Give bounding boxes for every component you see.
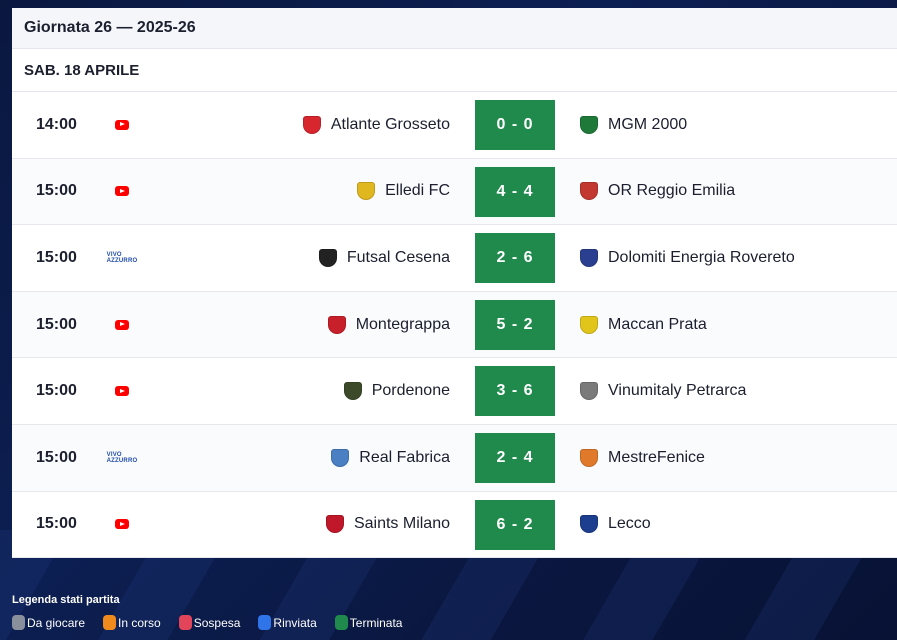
home-team[interactable]: Pordenone xyxy=(343,358,450,424)
match-time: 15:00 xyxy=(36,448,77,466)
away-team-name: Dolomiti Energia Rovereto xyxy=(608,248,795,266)
home-team-name: Futsal Cesena xyxy=(346,248,450,266)
away-team-name: Vinumitaly Petrarca xyxy=(608,382,747,400)
legend-label: In corso xyxy=(118,615,161,630)
home-team-name: Saints Milano xyxy=(353,515,450,533)
home-team-crest-icon xyxy=(327,315,346,334)
broadcast-channel xyxy=(102,292,142,358)
away-team[interactable]: MestreFenice xyxy=(580,425,705,491)
away-team-name: OR Reggio Emilia xyxy=(608,182,736,200)
match-score[interactable]: 4 - 4 xyxy=(475,166,555,217)
youtube-icon[interactable] xyxy=(115,186,129,197)
match-time: 15:00 xyxy=(36,382,77,400)
match-row[interactable]: 15:00 Montegrappa 5 - 2 Maccan Prata xyxy=(12,291,897,359)
status-color-icon xyxy=(334,615,348,630)
home-team-crest-icon xyxy=(343,382,362,401)
away-team[interactable]: Maccan Prata xyxy=(580,292,707,358)
match-score[interactable]: 6 - 2 xyxy=(475,499,555,550)
match-row[interactable]: 15:00 Pordenone 3 - 6 Vinumitaly Petrarc… xyxy=(12,358,897,425)
home-team[interactable]: Real Fabrica xyxy=(331,425,450,491)
home-team-name: Real Fabrica xyxy=(359,448,450,466)
vivo-azzurro-icon[interactable]: VIVO AZZURRO xyxy=(106,451,138,464)
status-color-icon xyxy=(12,615,25,630)
match-score[interactable]: 5 - 2 xyxy=(475,299,555,350)
home-team-crest-icon xyxy=(325,515,344,534)
away-team-crest-icon xyxy=(580,448,598,467)
legend-item: Sospesa xyxy=(178,615,241,630)
youtube-icon[interactable] xyxy=(115,386,129,397)
away-team-crest-icon xyxy=(580,515,598,534)
legend-item: Da giocare xyxy=(12,615,85,630)
match-time: 15:00 xyxy=(36,248,77,266)
broadcast-channel xyxy=(102,159,142,225)
away-team-crest-icon xyxy=(580,115,598,134)
away-team[interactable]: Lecco xyxy=(580,492,651,558)
broadcast-channel: VIVO AZZURRO xyxy=(102,425,142,491)
legend: Da giocare In corso Sospesa Rinviata Termina… xyxy=(12,615,402,630)
match-score[interactable]: 3 - 6 xyxy=(475,366,555,417)
away-team-name: MestreFenice xyxy=(608,448,705,466)
vivo-azzurro-icon[interactable]: VIVO AZZURRO xyxy=(106,251,138,264)
away-team[interactable]: Dolomiti Energia Rovereto xyxy=(580,225,795,291)
away-team-crest-icon xyxy=(580,315,598,334)
legend-item: Rinviata xyxy=(258,615,317,630)
status-color-icon xyxy=(103,615,117,630)
home-team-name: Elledi FC xyxy=(385,182,450,200)
match-row[interactable]: 15:00 Saints Milano 6 - 2 Lecco xyxy=(12,491,897,559)
home-team[interactable]: Montegrappa xyxy=(327,292,450,358)
match-time: 14:00 xyxy=(36,115,77,133)
legend-label: Rinviata xyxy=(273,615,317,630)
legend-title: Legenda stati partita xyxy=(12,594,120,606)
match-row[interactable]: 14:00 Atlante Grosseto 0 - 0 MGM 2000 xyxy=(12,92,897,159)
match-row[interactable]: 15:00 Elledi FC 4 - 4 OR Reggio Emilia xyxy=(12,158,897,226)
legend-label: Terminata xyxy=(349,615,403,630)
date-label: SAB. 18 APRILE xyxy=(12,49,897,92)
match-time: 15:00 xyxy=(36,315,77,333)
home-team-crest-icon xyxy=(331,448,350,467)
fixtures-panel: Giornata 26 — 2025-26 SAB. 18 APRILE 14:… xyxy=(12,8,897,559)
home-team-name: Pordenone xyxy=(371,382,450,400)
match-time: 15:00 xyxy=(36,182,77,200)
broadcast-channel xyxy=(102,492,142,558)
home-team[interactable]: Atlante Grosseto xyxy=(302,92,450,158)
away-team[interactable]: OR Reggio Emilia xyxy=(580,159,735,225)
match-row[interactable]: 15:00 VIVO AZZURRO Real Fabrica 2 - 4 Mes… xyxy=(12,424,897,492)
legend-item: In corso xyxy=(103,615,161,630)
home-team-crest-icon xyxy=(302,115,321,134)
youtube-icon[interactable] xyxy=(115,519,129,530)
legend-label: Da giocare xyxy=(27,615,86,630)
away-team-name: MGM 2000 xyxy=(608,115,688,133)
match-score[interactable]: 0 - 0 xyxy=(475,100,555,150)
away-team[interactable]: MGM 2000 xyxy=(580,92,687,158)
status-color-icon xyxy=(178,615,192,630)
home-team[interactable]: Elledi FC xyxy=(357,159,450,225)
match-row[interactable]: 15:00 VIVO AZZURRO Futsal Cesena 2 - 6 Do… xyxy=(12,225,897,292)
broadcast-channel xyxy=(102,358,142,424)
status-color-icon xyxy=(258,615,272,630)
match-list: 14:00 Atlante Grosseto 0 - 0 MGM 2000 15… xyxy=(12,92,897,559)
match-time: 15:00 xyxy=(36,515,77,533)
match-score[interactable]: 2 - 4 xyxy=(475,432,555,483)
home-team-name: Atlante Grosseto xyxy=(330,115,450,133)
broadcast-channel: VIVO AZZURRO xyxy=(102,225,142,291)
away-team-name: Maccan Prata xyxy=(608,315,707,333)
home-team[interactable]: Futsal Cesena xyxy=(318,225,450,291)
away-team-crest-icon xyxy=(580,382,598,401)
broadcast-channel xyxy=(102,92,142,158)
match-score[interactable]: 2 - 6 xyxy=(475,233,555,284)
legend-label: Sospesa xyxy=(193,615,241,630)
youtube-icon[interactable] xyxy=(115,319,129,330)
round-title: Giornata 26 — 2025-26 xyxy=(12,8,897,49)
away-team[interactable]: Vinumitaly Petrarca xyxy=(580,358,746,424)
home-team[interactable]: Saints Milano xyxy=(325,492,450,558)
away-team-crest-icon xyxy=(580,248,598,267)
legend-item: Terminata xyxy=(334,615,403,630)
home-team-crest-icon xyxy=(318,248,337,267)
away-team-crest-icon xyxy=(580,182,598,201)
home-team-crest-icon xyxy=(357,182,376,201)
away-team-name: Lecco xyxy=(608,515,651,533)
home-team-name: Montegrappa xyxy=(355,315,450,333)
youtube-icon[interactable] xyxy=(115,119,129,130)
